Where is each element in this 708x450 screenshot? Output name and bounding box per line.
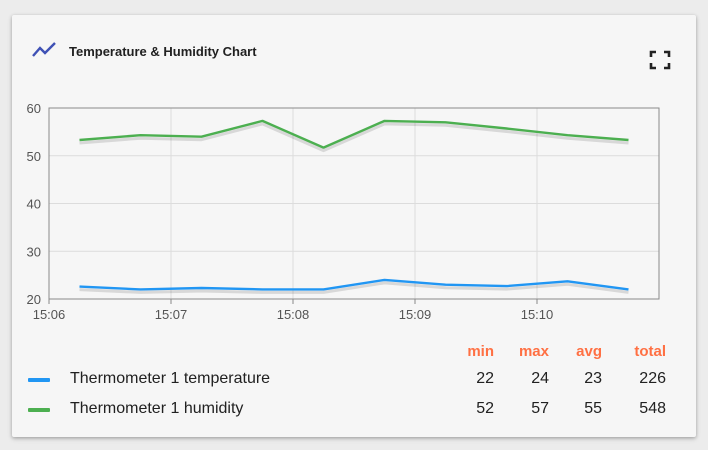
plot-frame xyxy=(48,107,660,300)
x-tick-label: 15:09 xyxy=(399,307,432,322)
legend-header-min: min xyxy=(467,343,494,360)
legend-min-value: 22 xyxy=(476,370,494,387)
legend-avg-value: 23 xyxy=(584,370,602,387)
x-tick-label: 15:10 xyxy=(521,307,554,322)
widget-title: Temperature & Humidity Chart xyxy=(69,44,257,59)
chart-widget-card: Temperature & Humidity Chart 20 30 40 50 60 1… xyxy=(12,15,696,437)
legend-avg-value: 55 xyxy=(584,400,602,417)
temperature-series-line xyxy=(79,278,629,291)
y-tick-label: 50 xyxy=(27,149,41,164)
widget-header: Temperature & Humidity Chart xyxy=(12,15,696,79)
line-chart: 20 30 40 50 60 15:06 15:07 15:08 15:09 15:10 xyxy=(27,101,660,322)
x-tick-label: 15:06 xyxy=(33,307,66,322)
x-tick-label: 15:07 xyxy=(155,307,188,322)
legend-label: Thermometer 1 temperature xyxy=(70,370,271,387)
chart-legend: min max avg total Thermometer 1 temperat… xyxy=(12,339,696,429)
x-tick-label: 15:08 xyxy=(277,307,310,322)
legend-total-value: 226 xyxy=(639,370,666,387)
legend-header-avg: avg xyxy=(576,343,602,360)
legend-header-max: max xyxy=(518,343,549,360)
y-tick-label: 30 xyxy=(27,244,41,259)
fullscreen-icon xyxy=(649,50,671,70)
legend-total-value: 548 xyxy=(639,400,666,417)
legend-max-value: 24 xyxy=(531,370,549,387)
y-tick-label: 20 xyxy=(27,292,41,307)
humidity-series-line xyxy=(79,119,629,149)
y-tick-label: 40 xyxy=(27,197,41,212)
legend-max-value: 57 xyxy=(531,400,549,417)
legend-swatch-humidity xyxy=(28,408,50,412)
legend-swatch-temperature xyxy=(28,378,50,382)
y-tick-label: 60 xyxy=(27,101,41,116)
series-line-shadow xyxy=(79,281,629,294)
legend-row-temperature[interactable]: Thermometer 1 temperature 22 24 23 226 xyxy=(12,364,696,394)
fullscreen-button[interactable] xyxy=(648,49,672,71)
legend-row-humidity[interactable]: Thermometer 1 humidity 52 57 55 548 xyxy=(12,394,696,424)
legend-min-value: 52 xyxy=(476,400,494,417)
timeline-chart-icon xyxy=(30,39,58,61)
legend-label: Thermometer 1 humidity xyxy=(70,400,244,417)
legend-header-total: total xyxy=(634,343,666,360)
series-line-shadow xyxy=(79,122,629,153)
